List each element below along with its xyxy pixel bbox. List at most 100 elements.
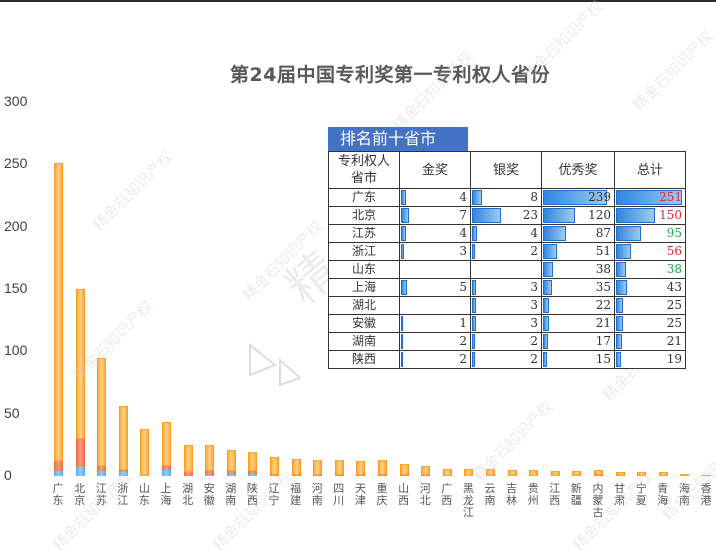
- bar-segment-银奖: [226, 471, 236, 474]
- bar-香港[interactable]: [702, 474, 711, 476]
- bar-山西[interactable]: [399, 463, 409, 476]
- data-bar: [616, 226, 641, 241]
- bar-segment-金奖: [54, 471, 63, 476]
- excellent-cell: 35: [541, 278, 615, 297]
- bar-宁夏[interactable]: [637, 472, 647, 476]
- bar-segment-优秀奖: [54, 163, 63, 462]
- bar-segment-优秀奖: [162, 422, 171, 467]
- bar-湖北[interactable]: [183, 444, 193, 476]
- bar-segment-优秀奖: [334, 459, 344, 475]
- bar-浙江[interactable]: [118, 406, 128, 476]
- province-cell: 北京: [328, 206, 400, 225]
- gold-cell: [399, 296, 471, 315]
- excellent-cell: 120: [541, 206, 615, 225]
- bar-segment-优秀奖: [205, 444, 215, 472]
- silver-cell: 4: [470, 224, 542, 243]
- bar-segment-银奖: [162, 466, 171, 470]
- data-bar: [543, 334, 548, 349]
- x-tick-label: 贵州: [527, 482, 539, 507]
- bar-云南[interactable]: [486, 468, 495, 476]
- gold-cell: 7: [399, 206, 471, 225]
- header-gold: 金奖: [399, 151, 471, 189]
- bar-辽宁[interactable]: [270, 457, 279, 476]
- bar-黑龙江[interactable]: [464, 468, 474, 476]
- total-cell: 43: [614, 278, 686, 297]
- x-tick-label: 天津: [354, 482, 366, 507]
- bar-segment-银奖: [54, 461, 63, 472]
- bar-安徽[interactable]: [205, 444, 215, 476]
- data-bar: [472, 208, 502, 223]
- bar-重庆[interactable]: [378, 459, 387, 476]
- table-row: 浙江 3 2 51 56: [328, 242, 686, 261]
- bar-四川[interactable]: [334, 459, 344, 476]
- bar-贵州[interactable]: [529, 469, 539, 476]
- bar-segment-优秀奖: [75, 289, 85, 439]
- silver-cell: 3: [470, 296, 542, 315]
- bar-山东[interactable]: [140, 428, 150, 476]
- bar-segment-优秀奖: [291, 458, 301, 475]
- top-ten-table: 专利权人省市 金奖 银奖 优秀奖 总计 广东 4 8 239 251 北京 7 23 120 15…: [328, 151, 686, 369]
- bar-江苏[interactable]: [97, 357, 107, 476]
- y-tick-label: 200: [4, 217, 28, 234]
- bar-内蒙古[interactable]: [594, 469, 603, 476]
- x-tick-label: 宁夏: [635, 482, 647, 507]
- province-cell: 湖北: [328, 296, 400, 315]
- bar-河北[interactable]: [421, 466, 431, 476]
- bar-segment-优秀奖: [529, 469, 539, 476]
- bar-segment-银奖: [291, 474, 301, 476]
- bar-吉林[interactable]: [507, 469, 517, 476]
- excellent-cell: 38: [541, 260, 615, 279]
- x-tick-label: 北京: [74, 482, 86, 507]
- bar-广西[interactable]: [442, 468, 452, 476]
- data-bar: [616, 352, 621, 367]
- data-bar: [543, 298, 549, 313]
- x-tick-label: 河北: [419, 482, 431, 507]
- table-row: 湖南 2 2 17 21: [328, 332, 686, 351]
- x-tick-label: 安徽: [203, 482, 215, 507]
- data-bar: [401, 352, 404, 367]
- header-excellent: 优秀奖: [541, 151, 615, 189]
- bar-海南[interactable]: [680, 473, 690, 476]
- bar-陕西[interactable]: [248, 452, 258, 476]
- bar-新疆[interactable]: [572, 471, 582, 476]
- bar-segment-优秀奖: [615, 472, 625, 476]
- bar-青海[interactable]: [658, 472, 668, 476]
- bar-segment-优秀奖: [464, 468, 474, 476]
- bar-segment-优秀奖: [313, 459, 323, 475]
- bar-segment-银奖: [421, 474, 431, 476]
- x-tick-label: 河南: [311, 482, 323, 507]
- bar-甘肃[interactable]: [615, 472, 625, 476]
- province-cell: 江苏: [328, 224, 400, 243]
- bar-segment-金奖: [162, 469, 171, 476]
- data-bar: [401, 280, 407, 295]
- header-total: 总计: [614, 151, 686, 189]
- bar-segment-优秀奖: [248, 452, 258, 472]
- x-tick-label: 重庆: [376, 482, 388, 507]
- bar-广东[interactable]: [54, 163, 63, 476]
- province-cell: 浙江: [328, 242, 400, 261]
- data-bar: [543, 244, 557, 259]
- table-row: 湖北 3 22 25: [328, 296, 686, 315]
- data-bar: [472, 244, 475, 259]
- bar-上海[interactable]: [162, 422, 171, 476]
- x-tick-label: 陕西: [246, 482, 258, 507]
- excellent-cell: 17: [541, 332, 615, 351]
- bar-北京[interactable]: [75, 289, 85, 476]
- bar-湖南[interactable]: [226, 449, 236, 476]
- data-bar: [472, 352, 475, 367]
- bar-segment-银奖: [334, 474, 344, 476]
- total-cell: 95: [614, 224, 686, 243]
- bar-segment-银奖: [378, 474, 387, 476]
- bar-segment-优秀奖: [486, 468, 495, 476]
- bar-segment-优秀奖: [572, 471, 582, 476]
- bar-河南[interactable]: [313, 459, 323, 476]
- bar-福建[interactable]: [291, 458, 301, 476]
- excellent-cell: 22: [541, 296, 615, 315]
- excellent-cell: 87: [541, 224, 615, 243]
- total-cell: 251: [614, 188, 686, 207]
- data-bar: [472, 280, 476, 295]
- data-bar: [472, 316, 476, 331]
- silver-cell: 2: [470, 242, 542, 261]
- bar-江西[interactable]: [550, 471, 560, 476]
- bar-天津[interactable]: [356, 461, 366, 476]
